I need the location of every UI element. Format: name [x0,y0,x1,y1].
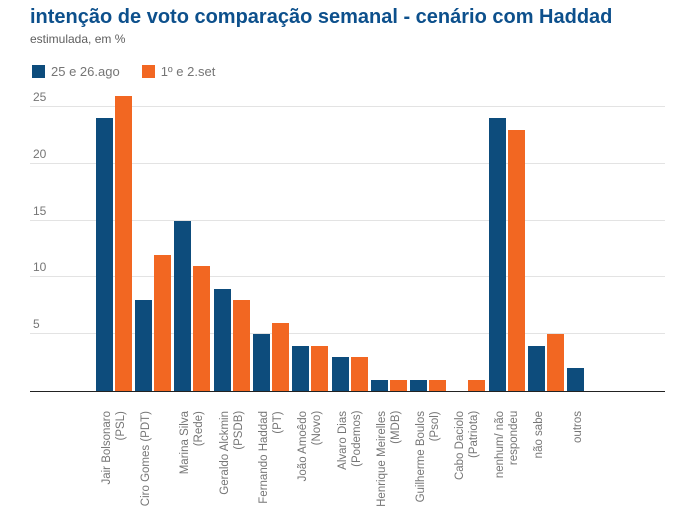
x-axis-label-text: Henrique Meirelles (MDB) [375,411,402,507]
x-axis-label: Marina Silva (Rede) [173,411,212,507]
bar [567,368,585,391]
bar [370,380,388,391]
x-axis-label: Henrique Meirelles (MDB) [369,411,408,507]
bar [174,221,192,391]
bar-group [487,80,526,391]
y-tick-label-25: 25 [33,90,47,104]
bar [389,380,407,391]
bar-group [566,80,605,391]
bar [292,346,310,391]
x-axis-label: Ciro Gomes (PDT) [133,411,172,507]
legend-item-set: 1º e 2.set [141,64,216,79]
y-tick-label-5: 5 [33,317,40,332]
bar [252,334,270,391]
bar [271,323,289,391]
chart-title: intenção de voto comparação semanal - ce… [30,6,613,28]
legend-label: 1º e 2.set [160,64,216,79]
bar-group [330,80,369,391]
x-axis-label-text: Jair Bolsonaro (PSL) [100,411,127,485]
legend: 25 e 26.ago 1º e 2.set [32,64,215,79]
x-axis-label-text: Cabo Daciolo (Patriota) [454,411,481,481]
bar [153,255,171,391]
x-axis-label: João Amoêdo (Novo) [291,411,330,507]
x-axis-label-text: Ciro Gomes (PDT) [139,411,152,507]
y-tick-label-20: 20 [33,146,47,161]
bar [410,380,428,391]
x-axis-label: não sabe [526,411,565,507]
bar [547,334,565,391]
bar-group [251,80,290,391]
bar [95,118,113,391]
bar-group [409,80,448,391]
bar-group [212,80,251,391]
bar [193,266,211,391]
bar [507,130,525,391]
gridline-15 [30,219,665,221]
bars-row [94,80,605,391]
legend-label: 25 e 26.ago [51,64,120,79]
x-axis-line [30,391,665,392]
bar [528,346,546,391]
legend-swatch [141,65,155,78]
x-axis-label-text: não sabe [533,411,546,459]
bar-group [291,80,330,391]
x-axis-label-text: Geraldo Alckmin (PSDB) [218,411,245,495]
bar [429,380,447,391]
legend-item-ago: 25 e 26.ago [32,64,120,79]
legend-swatch [32,65,45,78]
bar [232,300,250,391]
x-axis-label: Geraldo Alckmin (PSDB) [212,411,251,507]
x-axis-label-text: outros [572,411,585,443]
bar [468,380,486,391]
gridline-10 [30,276,665,278]
x-labels-row: Jair Bolsonaro (PSL) Ciro Gomes (PDT) Mari… [94,411,605,507]
x-axis-label-text: Alvaro Dias (Podemos) [336,411,363,470]
x-axis-label: Cabo Daciolo (Patriota) [448,411,487,507]
gridline-25 [30,106,665,107]
x-axis-label: nenhum/ não respondeu [487,411,526,507]
bar-group [133,80,172,391]
y-tick-label-10: 10 [33,260,47,275]
bar [331,357,349,391]
x-axis-label-text: Guilherme Boulos (Psol) [415,411,442,503]
x-axis-label: Alvaro Dias (Podemos) [330,411,369,507]
x-axis-label-text: João Amoêdo (Novo) [297,411,324,482]
bar-group [526,80,565,391]
y-tick-label-15: 15 [33,203,47,218]
bar [311,346,329,391]
bar [213,289,231,391]
gridline-5 [30,333,665,335]
x-axis-label: outros [566,411,605,507]
x-axis-label-text: Fernando Haddad (PT) [257,411,284,504]
x-axis-label-text: Marina Silva (Rede) [179,411,206,475]
gridline-20 [30,162,665,164]
bar [488,118,506,391]
bar-group [369,80,408,391]
bar [134,300,152,391]
x-axis-label: Fernando Haddad (PT) [251,411,290,507]
x-axis-label-text: nenhum/ não respondeu [493,411,520,479]
x-axis-label: Jair Bolsonaro (PSL) [94,411,133,507]
x-axis-label: Guilherme Boulos (Psol) [409,411,448,507]
plot-area: 5 10 15 20 25 [30,90,665,392]
bar-group [448,80,487,391]
bar-group [94,80,133,391]
chart-subtitle: estimulada, em % [30,32,126,46]
bar [350,357,368,391]
bar-group [173,80,212,391]
bar [114,96,132,391]
